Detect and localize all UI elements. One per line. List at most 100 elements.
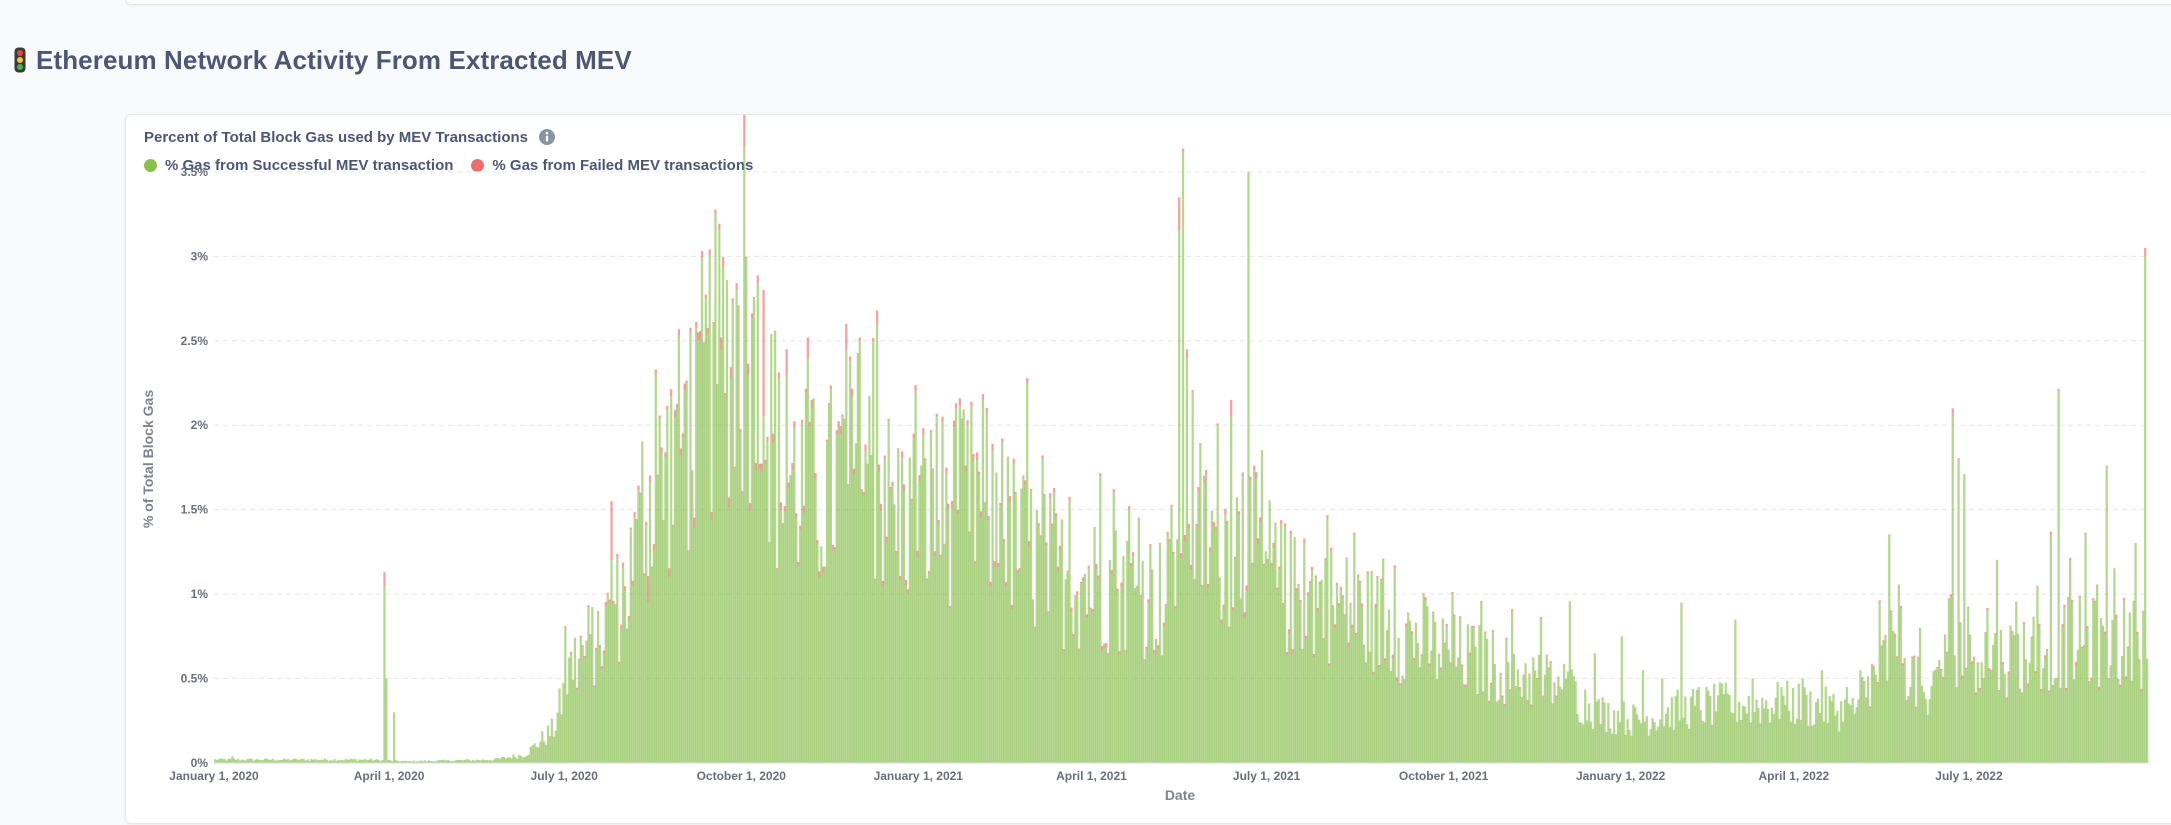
bar-successful (1805, 694, 1808, 763)
bar-successful (1093, 527, 1096, 763)
bar-successful (602, 654, 605, 763)
bar-successful (1978, 689, 1981, 763)
legend-item-failed[interactable]: % Gas from Failed MEV transactions (471, 157, 753, 174)
bar-successful (2094, 601, 2097, 763)
bar-failed (631, 580, 634, 586)
bar-failed (1564, 679, 1568, 680)
bar-failed (1963, 474, 1966, 476)
bar-failed (646, 576, 650, 602)
bar-failed (577, 658, 580, 660)
bar-successful (273, 760, 276, 763)
bar-successful (870, 455, 873, 763)
bar-successful (1195, 526, 1198, 763)
bar-successful (240, 759, 244, 763)
bar-successful (1016, 572, 1019, 763)
bar-successful (1022, 476, 1025, 763)
bar-failed (798, 525, 802, 530)
bar-failed (1085, 614, 1088, 618)
bar-successful (458, 759, 461, 763)
bar-successful (1505, 639, 1508, 763)
bar-successful (1380, 581, 1383, 763)
bar-failed (1986, 607, 1989, 611)
legend-item-successful[interactable]: % Gas from Successful MEV transaction (144, 157, 453, 174)
bar-successful (1393, 568, 1396, 763)
bar-successful (691, 470, 694, 763)
bar-failed (1103, 643, 1106, 646)
bar-failed (1256, 538, 1260, 544)
bar-successful (698, 339, 702, 763)
bar-successful (1591, 729, 1595, 763)
bar-failed (2074, 661, 2078, 665)
bar-successful (2117, 681, 2120, 763)
bar-failed (810, 399, 813, 408)
bar-successful (729, 377, 732, 763)
bar-successful (1532, 658, 1535, 763)
bar-failed (1104, 643, 1108, 648)
bar-successful (585, 641, 588, 763)
bar-failed (1374, 604, 1377, 608)
bar-successful (400, 760, 403, 763)
bar-successful (510, 758, 513, 763)
bar-failed (1228, 626, 1231, 628)
bar-failed (1907, 696, 1910, 698)
bar-successful (625, 629, 629, 763)
bar-successful (442, 759, 446, 763)
bar-successful (277, 760, 280, 763)
bar-failed (800, 419, 804, 424)
bar-failed (643, 573, 646, 576)
bar-failed (772, 433, 775, 443)
bar-failed (1468, 652, 1471, 656)
bar-failed (662, 520, 665, 522)
bar-successful (639, 493, 642, 763)
bar-successful (808, 426, 811, 763)
bar-successful (1172, 553, 1175, 763)
bar-failed (1245, 585, 1248, 592)
bar-successful (425, 761, 428, 763)
bar-successful (1707, 690, 1710, 763)
bar-successful (1301, 649, 1304, 763)
bar-failed (956, 509, 960, 514)
bar-successful (1993, 634, 1997, 763)
section-header: Ethereum Network Activity From Extracted… (14, 38, 632, 82)
bar-successful (1330, 551, 1333, 763)
bar-successful (1141, 560, 1144, 763)
bar-successful (321, 759, 325, 763)
bar-successful (2080, 648, 2083, 763)
bar-successful (1628, 729, 1631, 763)
bar-failed (1485, 639, 1489, 641)
bar-successful (1974, 694, 1978, 763)
bar-failed (660, 447, 663, 453)
bar-successful (1320, 579, 1323, 763)
bar-successful (2088, 682, 2091, 763)
bar-successful (2078, 597, 2081, 763)
bar-failed (675, 403, 679, 409)
bar-successful (356, 760, 359, 763)
bar-successful (1101, 650, 1104, 763)
bar-failed (839, 426, 842, 435)
bar-successful (2136, 634, 2139, 763)
bar-successful (1959, 623, 1962, 763)
bar-successful (1047, 611, 1050, 763)
bar-failed (1961, 675, 1964, 679)
bar-failed (877, 464, 881, 472)
bar-successful (2122, 600, 2126, 763)
info-icon[interactable] (538, 128, 556, 146)
bar-failed (1349, 602, 1352, 604)
bar-successful (604, 606, 607, 763)
bar-successful (1793, 723, 1797, 763)
bar-successful (298, 759, 301, 763)
bar-failed (1335, 582, 1339, 586)
bar-failed (1893, 633, 1897, 637)
bar-failed (852, 468, 856, 476)
bar-successful (537, 747, 540, 763)
bar-successful (966, 425, 969, 763)
bar-failed (745, 256, 748, 259)
bar-successful (1816, 698, 1820, 763)
bar-successful (1220, 624, 1223, 763)
bar-successful (1868, 708, 1872, 763)
bar-failed (1395, 677, 1398, 681)
bar-failed (1266, 558, 1269, 561)
bar-failed (770, 334, 773, 336)
bar-successful (756, 282, 759, 763)
bar-successful (1601, 697, 1604, 763)
